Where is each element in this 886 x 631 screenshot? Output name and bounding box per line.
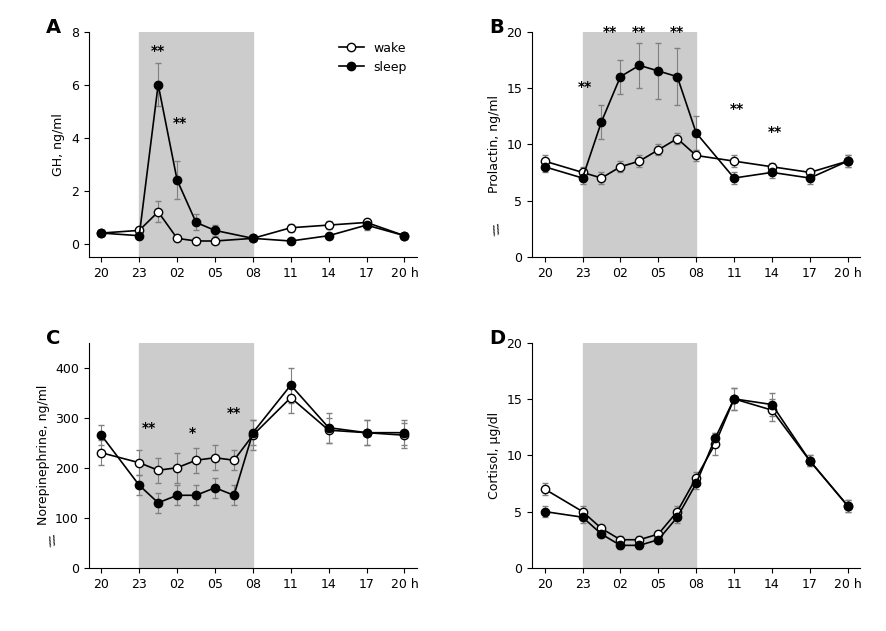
Text: **: ** xyxy=(151,44,165,58)
Text: **: ** xyxy=(602,25,617,39)
Text: //: // xyxy=(46,533,58,548)
Text: **: ** xyxy=(172,115,187,129)
Bar xyxy=(582,32,696,257)
Text: **: ** xyxy=(670,25,684,39)
Y-axis label: GH, ng/ml: GH, ng/ml xyxy=(52,113,66,175)
Text: C: C xyxy=(46,329,60,348)
Text: **: ** xyxy=(142,421,156,435)
Text: **: ** xyxy=(766,124,781,139)
Y-axis label: Norepinephrine, ng/ml: Norepinephrine, ng/ml xyxy=(36,385,50,526)
Text: **: ** xyxy=(578,80,592,93)
Text: **: ** xyxy=(728,102,742,116)
Y-axis label: Prolactin, ng/ml: Prolactin, ng/ml xyxy=(487,95,501,193)
Text: B: B xyxy=(489,18,503,37)
Bar xyxy=(139,343,253,568)
Text: *: * xyxy=(189,426,196,440)
Text: **: ** xyxy=(632,25,646,39)
Legend: wake, sleep: wake, sleep xyxy=(335,38,410,78)
Text: //: // xyxy=(489,222,501,237)
Text: A: A xyxy=(46,18,61,37)
Bar xyxy=(139,32,253,257)
Y-axis label: Cortisol, μg/dl: Cortisol, μg/dl xyxy=(487,411,501,498)
Bar xyxy=(582,343,696,568)
Text: **: ** xyxy=(227,406,241,420)
Text: D: D xyxy=(489,329,505,348)
